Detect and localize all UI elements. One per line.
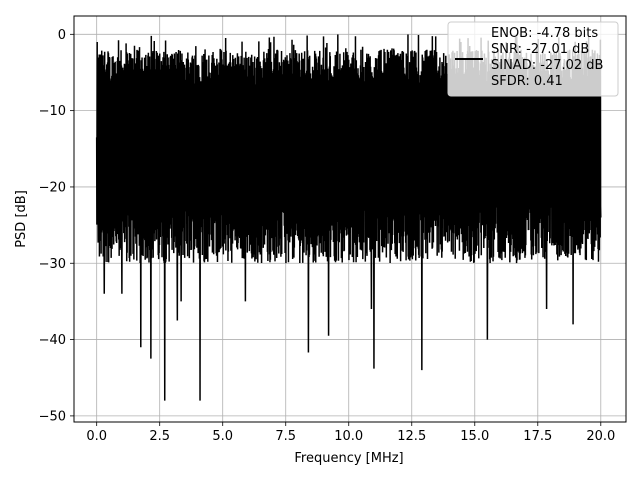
x-tick-label: 2.5 <box>149 429 170 444</box>
x-tick-label: 5.0 <box>212 429 233 444</box>
x-axis: 0.0 2.5 5.0 7.5 10.0 12.5 15.0 17.5 20.0 <box>86 422 615 444</box>
y-tick-label: 0 <box>58 28 66 43</box>
x-tick-label: 15.0 <box>460 429 489 444</box>
y-axis-label: PSD [dB] <box>14 190 29 248</box>
legend-line-text: SNR: -27.01 dB <box>491 42 589 57</box>
legend-line-text: ENOB: -4.78 bits <box>491 26 598 41</box>
axes-frame <box>73 15 627 423</box>
y-tick-label: −20 <box>39 180 66 195</box>
y-tick-label: −10 <box>39 104 66 119</box>
legend-text: ENOB: -4.78 bits SNR: -27.01 dB SINAD: -27… <box>491 26 603 89</box>
x-tick-label: 12.5 <box>397 429 426 444</box>
y-tick-label: −50 <box>39 409 66 424</box>
x-tick-label: 20.0 <box>586 429 615 444</box>
legend-line-text: SINAD: -27.02 dB <box>491 58 603 73</box>
legend-line-text: SFDR: 0.41 <box>491 74 563 89</box>
x-axis-label: Frequency [MHz] <box>294 451 403 466</box>
y-axis: 0 −10 −20 −30 −40 −50 <box>39 28 74 424</box>
x-tick-label: 17.5 <box>523 429 552 444</box>
x-tick-label: 0.0 <box>86 429 107 444</box>
y-tick-label: −30 <box>39 257 66 272</box>
x-tick-label: 10.0 <box>334 429 363 444</box>
legend: ENOB: -4.78 bits SNR: -27.01 dB SINAD: -27… <box>447 21 619 97</box>
x-tick-label: 7.5 <box>275 429 296 444</box>
legend-box <box>447 21 619 97</box>
y-tick-label: −40 <box>39 333 66 348</box>
